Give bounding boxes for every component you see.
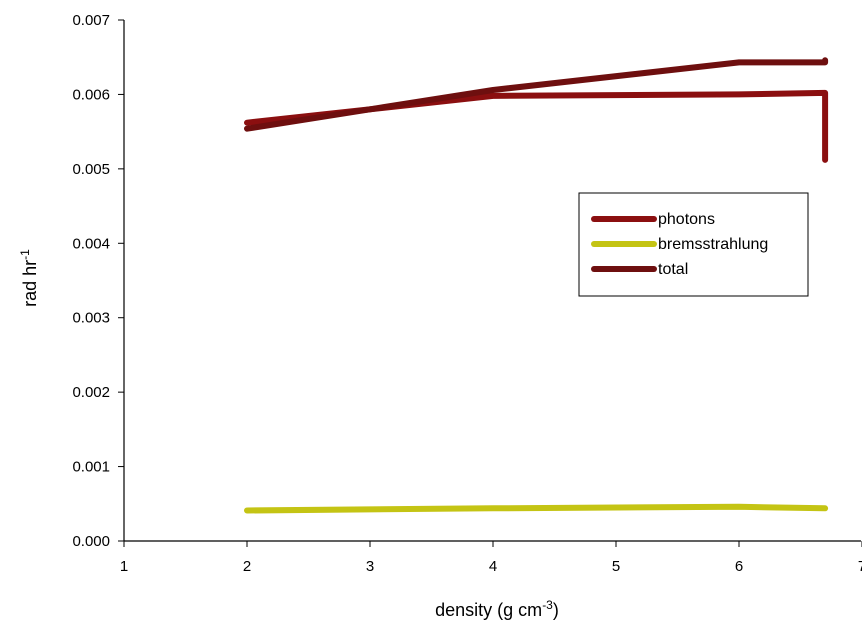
x-tick-label: 6: [735, 558, 743, 575]
y-axis-label: rad hr-1: [18, 249, 40, 307]
x-tick-label: 2: [243, 558, 251, 575]
x-axis-label: density (g cm-3): [435, 598, 559, 620]
series-layer: [244, 57, 829, 514]
legend: photons bremsstrahlung total: [578, 192, 809, 297]
y-tick-label: 0.004: [72, 235, 110, 252]
legend-label-total: total: [658, 261, 688, 278]
y-axis-ticks: 0.000 0.001 0.002 0.003 0.004 0.005 0.006 0.007: [72, 12, 124, 550]
y-tick-label: 0.005: [72, 161, 110, 178]
series-line-photons: [244, 89, 829, 163]
y-tick-label: 0.000: [72, 533, 110, 550]
x-tick-label: 4: [489, 558, 497, 575]
legend-label-photons: photons: [658, 211, 715, 228]
legend-box: [578, 192, 809, 297]
y-tick-label: 0.007: [72, 12, 110, 29]
x-tick-label: 3: [366, 558, 374, 575]
y-tick-label: 0.003: [72, 310, 110, 327]
y-tick-label: 0.006: [72, 86, 110, 103]
y-tick-label: 0.001: [72, 459, 110, 476]
series-line-bremsstrahlung: [244, 503, 829, 514]
series-line-total: [244, 57, 829, 132]
plot-area: 1234567 0.0000.0010.0020.0030.0040.0050.…: [72, 12, 862, 575]
x-tick-label: 7: [858, 558, 862, 575]
legend-label-bremsstrahlung: bremsstrahlung: [658, 236, 768, 253]
x-tick-label: 1: [120, 558, 128, 575]
x-tick-label: 5: [612, 558, 620, 575]
x-axis-ticks: 1 2 3 4 5 6 7: [120, 541, 862, 575]
y-tick-label: 0.002: [72, 384, 110, 401]
